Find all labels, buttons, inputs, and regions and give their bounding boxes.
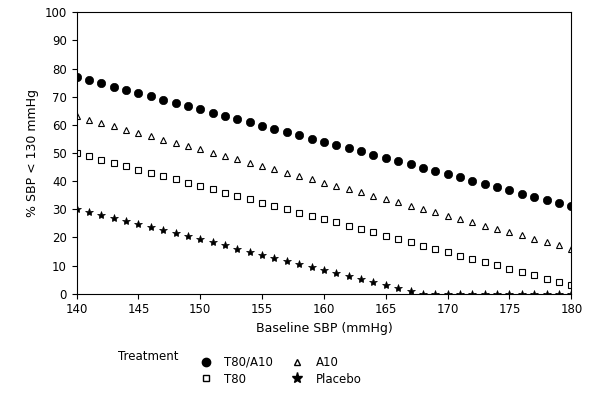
X-axis label: Baseline SBP (mmHg): Baseline SBP (mmHg) [256,322,392,335]
Text: Treatment: Treatment [118,350,178,363]
Y-axis label: % SBP < 130 mmHg: % SBP < 130 mmHg [26,89,39,217]
Legend: T80/A10, T80, A10, Placebo: T80/A10, T80, A10, Placebo [191,356,362,386]
